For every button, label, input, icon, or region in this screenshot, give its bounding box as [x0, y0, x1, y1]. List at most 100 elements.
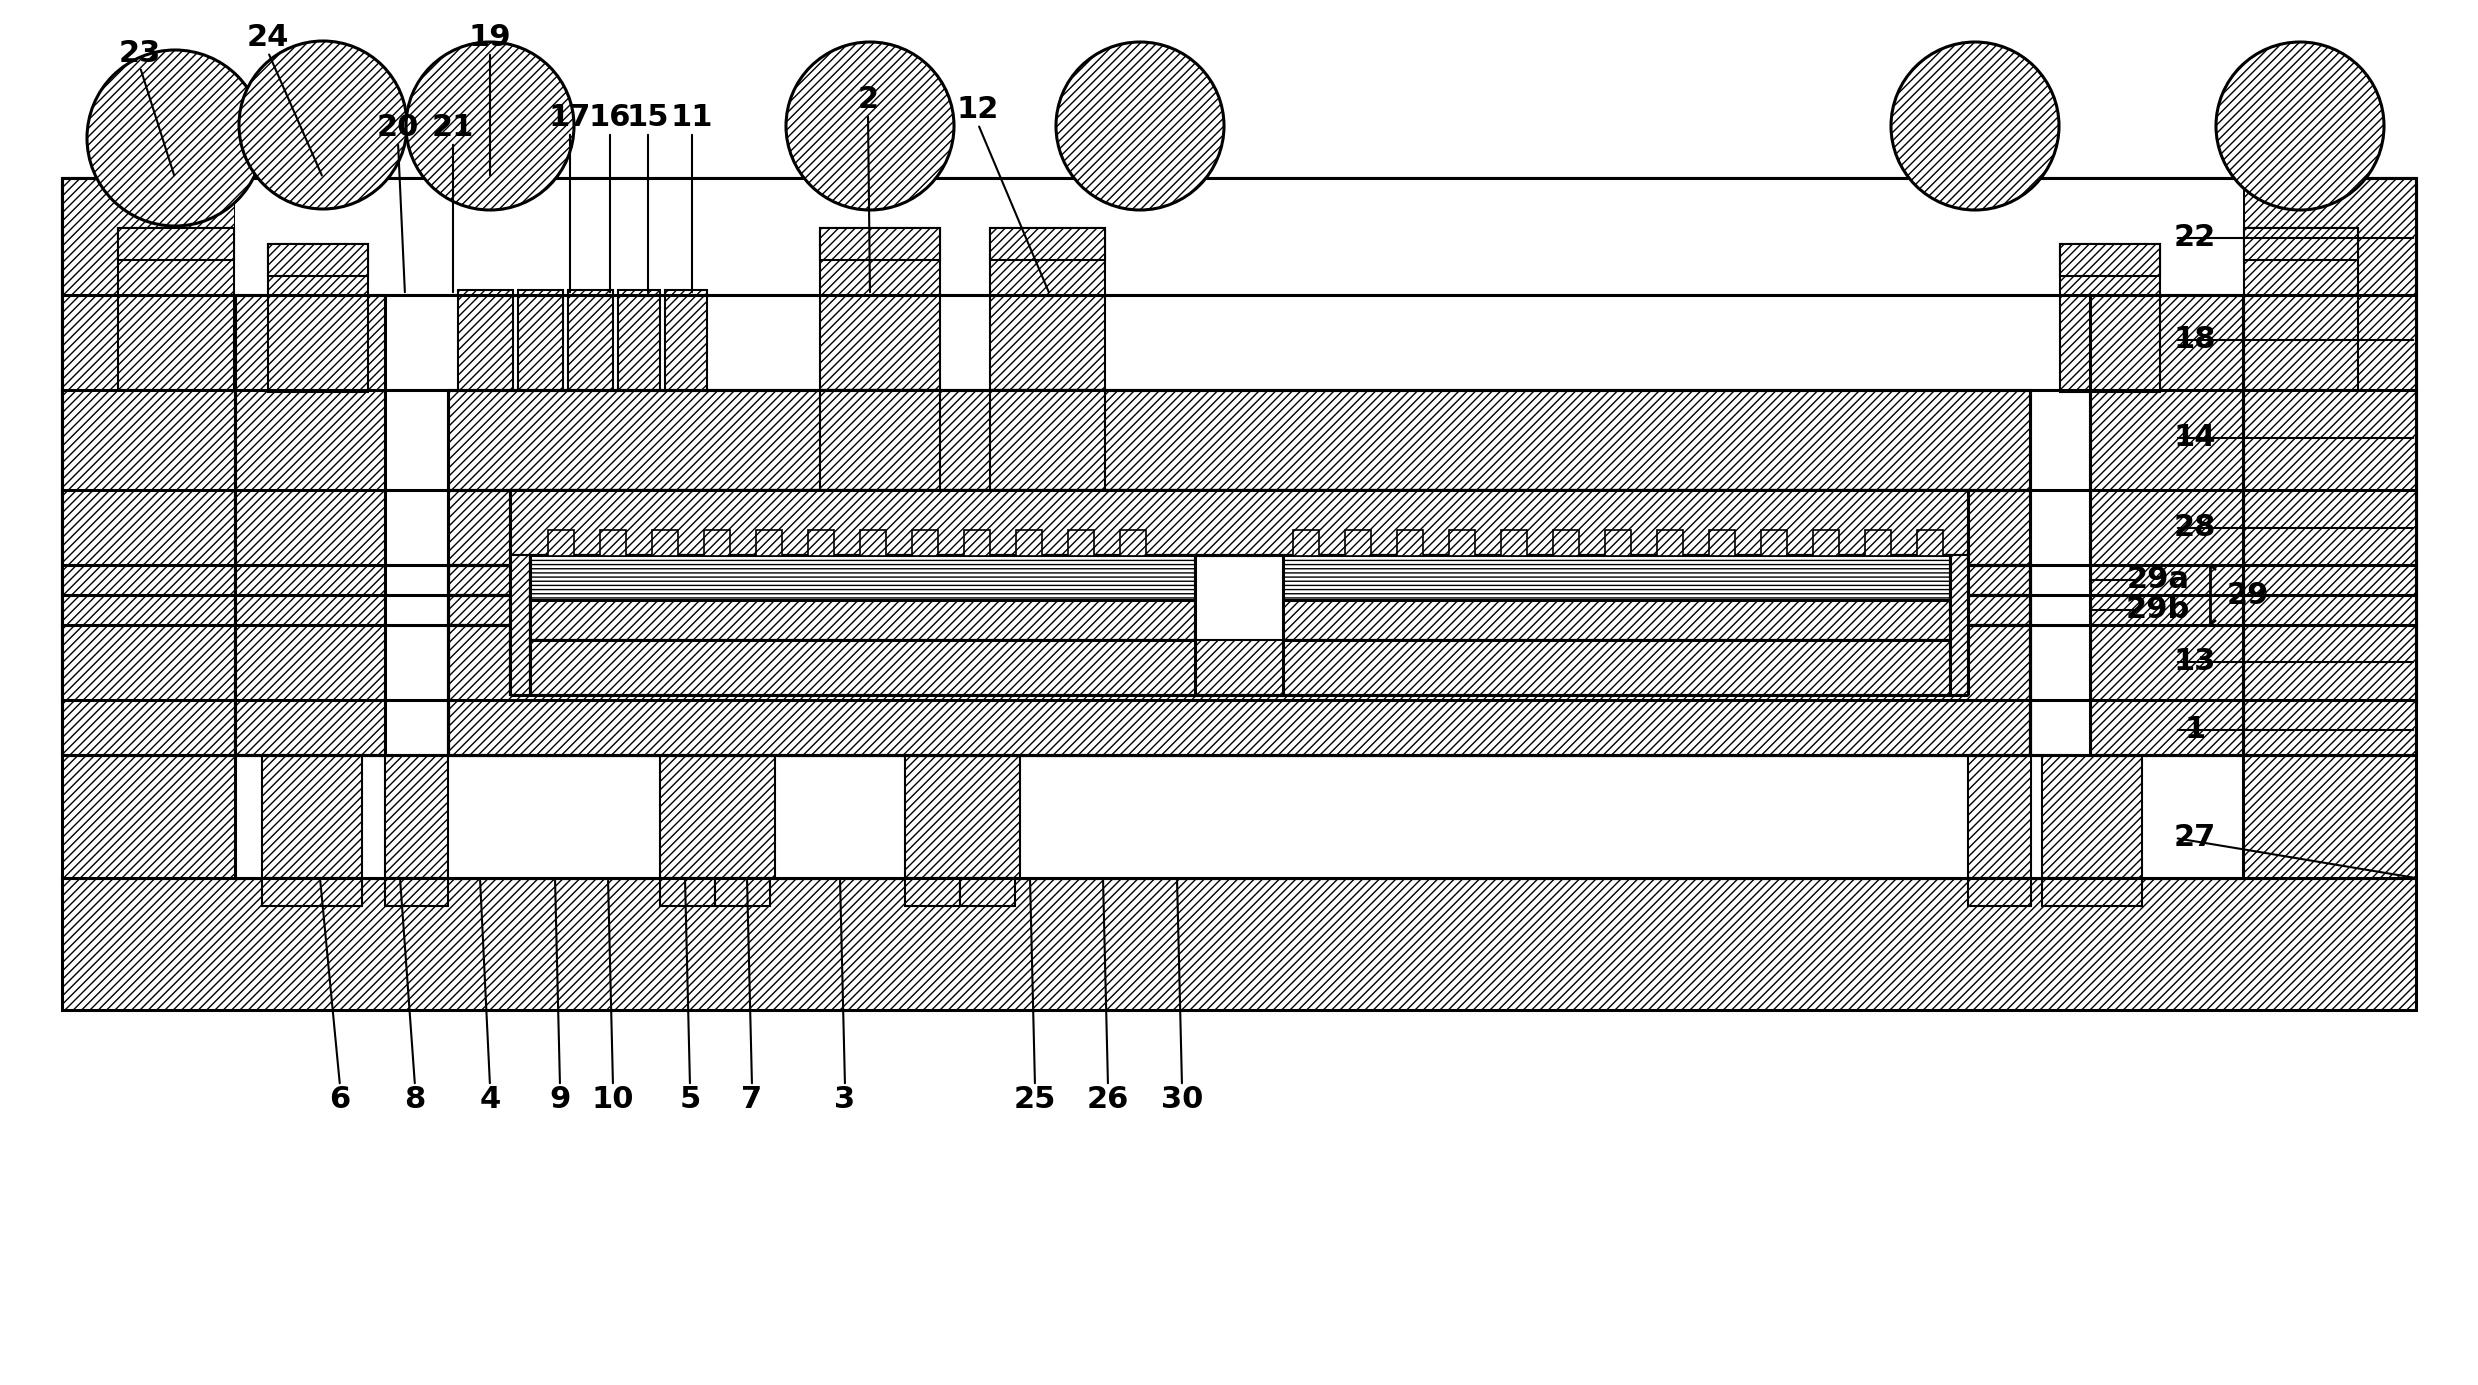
Bar [1120, 530, 1145, 555]
Bar [1710, 530, 1735, 555]
Text: 15: 15 [627, 104, 669, 133]
Bar [2245, 229, 2359, 260]
Bar [820, 229, 939, 391]
Circle shape [1891, 42, 2059, 211]
Bar [820, 391, 939, 490]
Bar [716, 878, 771, 906]
Bar [449, 391, 2029, 755]
Bar [268, 244, 369, 392]
Bar [62, 878, 2416, 1010]
Bar [62, 391, 2416, 490]
Bar [1554, 530, 1578, 555]
Text: 30: 30 [1160, 1086, 1204, 1115]
Bar [2059, 244, 2161, 392]
Bar [904, 755, 1021, 878]
Bar [510, 555, 530, 695]
Bar [62, 295, 2416, 391]
Bar [617, 289, 659, 391]
Bar [808, 530, 835, 555]
Bar [62, 625, 2416, 699]
Bar [1450, 530, 1474, 555]
Bar [1950, 555, 1968, 695]
Bar [659, 878, 716, 906]
Bar [384, 755, 449, 878]
Text: 3: 3 [835, 1086, 855, 1115]
Text: 29b: 29b [2126, 596, 2191, 625]
Bar [530, 555, 1194, 600]
Text: 29: 29 [2228, 580, 2270, 609]
Bar [991, 391, 1105, 490]
Circle shape [2215, 42, 2384, 211]
Bar [1068, 530, 1093, 555]
Bar [912, 530, 939, 555]
Text: 8: 8 [404, 1086, 426, 1115]
Text: 24: 24 [248, 24, 290, 53]
Bar [1658, 530, 1683, 555]
Bar [1016, 530, 1043, 555]
Bar [384, 878, 449, 906]
Bar [62, 490, 2416, 565]
Text: 21: 21 [431, 114, 473, 143]
Bar [1502, 530, 1526, 555]
Bar [664, 289, 706, 391]
Bar [510, 490, 1968, 555]
Bar [2089, 295, 2243, 755]
Text: 27: 27 [2173, 824, 2215, 853]
Bar [530, 640, 1950, 695]
Bar [510, 490, 1968, 695]
Circle shape [87, 50, 263, 226]
Circle shape [786, 42, 954, 211]
Text: 11: 11 [672, 104, 714, 133]
Bar [530, 600, 1194, 640]
Bar [268, 244, 369, 276]
Bar [659, 755, 776, 878]
Text: 29a: 29a [2126, 565, 2191, 594]
Bar [964, 530, 991, 555]
Bar [449, 596, 2029, 625]
Circle shape [406, 42, 575, 211]
Bar [1398, 530, 1422, 555]
Bar [1918, 530, 1943, 555]
Bar [449, 565, 2029, 596]
Bar [548, 530, 575, 555]
Bar [1284, 600, 1950, 640]
Text: 22: 22 [2173, 223, 2215, 252]
Text: 26: 26 [1088, 1086, 1130, 1115]
Bar [458, 289, 513, 391]
Bar [62, 596, 2416, 625]
Text: 6: 6 [330, 1086, 349, 1115]
Bar [1194, 555, 1284, 695]
Bar [62, 565, 2416, 596]
Bar [119, 229, 233, 391]
Text: 16: 16 [590, 104, 632, 133]
Bar [449, 625, 2029, 755]
Bar [263, 755, 362, 878]
Bar [1294, 530, 1318, 555]
Bar [1284, 555, 1950, 600]
Bar [2245, 229, 2359, 391]
Text: 20: 20 [377, 114, 419, 143]
Circle shape [238, 42, 406, 209]
Text: 9: 9 [550, 1086, 570, 1115]
Bar [1606, 530, 1631, 555]
Bar [62, 179, 235, 755]
Bar [510, 625, 1968, 695]
Bar [518, 289, 563, 391]
Bar [2042, 878, 2141, 906]
Text: 18: 18 [2173, 325, 2215, 355]
Bar [449, 490, 2029, 565]
Bar [820, 229, 939, 260]
Bar [62, 179, 2416, 295]
Bar [704, 530, 731, 555]
Bar [652, 530, 679, 555]
Text: 12: 12 [957, 96, 999, 125]
Bar [1968, 755, 2032, 878]
Text: 23: 23 [119, 39, 161, 68]
Bar [1346, 530, 1370, 555]
Text: 19: 19 [468, 24, 510, 53]
Bar [2029, 565, 2089, 755]
Bar [959, 878, 1016, 906]
Bar [235, 295, 384, 755]
Bar [2243, 179, 2416, 755]
Bar [2042, 755, 2141, 878]
